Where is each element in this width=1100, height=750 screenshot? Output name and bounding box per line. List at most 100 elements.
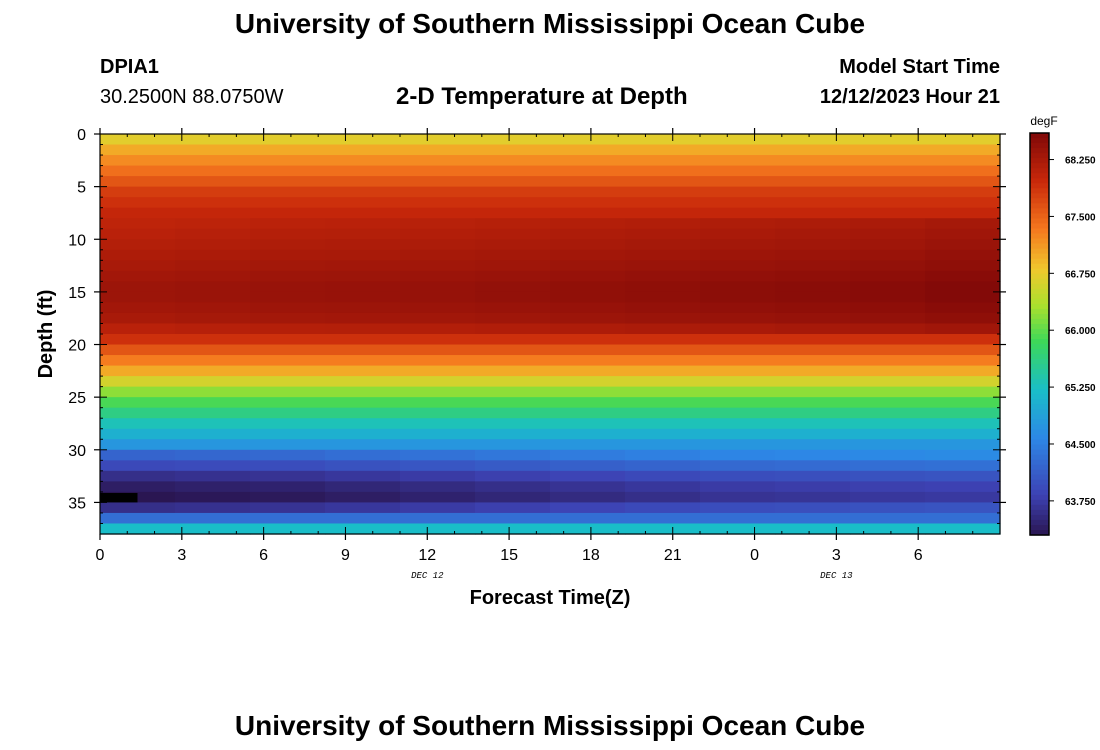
heatmap-cell xyxy=(325,418,401,430)
heatmap-cell xyxy=(325,144,401,156)
heatmap-cell xyxy=(100,207,176,219)
heatmap-cell xyxy=(400,228,476,240)
heatmap-cell xyxy=(325,165,401,177)
heatmap-cell xyxy=(625,176,701,188)
heatmap-cell xyxy=(850,186,926,198)
heatmap-cell xyxy=(325,239,401,251)
heatmap-cell xyxy=(925,249,1001,261)
y-tick-label: 20 xyxy=(68,338,86,355)
heatmap-cell xyxy=(400,376,476,388)
heatmap-cell xyxy=(325,197,401,209)
heatmap-cell xyxy=(100,144,176,156)
heatmap-cell xyxy=(475,407,551,419)
colorbar-segment xyxy=(1030,193,1049,199)
heatmap-cell xyxy=(100,165,176,177)
heatmap-cell xyxy=(250,207,326,219)
heatmap-cell xyxy=(325,270,401,282)
x-tick-label: 6 xyxy=(259,547,268,564)
colorbar-tick-label: 66.750 xyxy=(1065,269,1096,280)
heatmap-cell xyxy=(475,312,551,325)
heatmap-cell xyxy=(550,312,626,325)
heatmap-cell xyxy=(850,323,926,335)
heatmap-cell xyxy=(625,144,701,156)
heatmap-cell xyxy=(550,134,626,146)
heatmap-cell xyxy=(625,460,701,472)
heatmap-cell xyxy=(325,312,401,325)
heatmap-cell xyxy=(400,144,476,156)
heatmap-cell xyxy=(550,249,626,261)
heatmap-cell xyxy=(100,428,176,440)
heatmap-cell xyxy=(325,439,401,451)
heatmap-cell xyxy=(700,344,776,356)
heatmap-cell xyxy=(400,312,476,325)
heatmap-cell xyxy=(100,186,176,198)
heatmap-cell xyxy=(400,449,476,461)
colorbar-tick-label: 64.500 xyxy=(1065,440,1096,451)
heatmap-cell xyxy=(250,218,326,230)
heatmap-cell xyxy=(925,228,1001,240)
heatmap-cell xyxy=(100,523,176,535)
heatmap-cell xyxy=(175,428,251,440)
heatmap-cell xyxy=(925,186,1001,198)
station-id: DPIA1 xyxy=(100,56,159,78)
x-tick-label: 0 xyxy=(96,547,105,564)
heatmap-cell xyxy=(100,365,176,377)
heatmap-cell xyxy=(925,418,1001,430)
heatmap-cell xyxy=(475,481,551,493)
heatmap-cell xyxy=(925,239,1001,251)
colorbar-segment xyxy=(1030,354,1049,360)
colorbar-segment xyxy=(1030,283,1049,290)
heatmap-cell xyxy=(175,186,251,198)
heatmap-cell xyxy=(850,260,926,272)
heatmap-cell xyxy=(700,155,776,167)
heatmap-cell xyxy=(400,197,476,209)
heatmap-cell xyxy=(625,270,701,282)
heatmap-cell xyxy=(850,365,926,377)
heatmap-cell xyxy=(925,155,1001,167)
heatmap-cell xyxy=(325,249,401,261)
heatmap-cell xyxy=(625,481,701,493)
heatmap-cell xyxy=(325,481,401,493)
heatmap-cell xyxy=(475,355,551,367)
heatmap-cell xyxy=(775,186,851,198)
colorbar-segment xyxy=(1030,238,1049,245)
model-start-label: Model Start Time xyxy=(839,56,1000,78)
heatmap-cell xyxy=(100,512,176,525)
heatmap-cell xyxy=(475,460,551,472)
heatmap-cell xyxy=(250,523,326,535)
heatmap-cells xyxy=(100,134,1001,535)
heatmap-cell xyxy=(625,239,701,251)
colorbar-segment xyxy=(1030,328,1049,335)
heatmap-cell xyxy=(325,334,401,346)
heatmap-cell xyxy=(550,512,626,525)
heatmap-cell xyxy=(475,470,551,482)
heatmap-cell xyxy=(550,186,626,198)
heatmap-cell xyxy=(475,323,551,335)
heatmap-cell xyxy=(325,302,401,314)
heatmap-cell xyxy=(775,197,851,209)
heatmap-cell xyxy=(550,481,626,493)
colorbar-segment xyxy=(1030,519,1049,526)
heatmap-cell xyxy=(100,323,176,335)
heatmap-cell xyxy=(550,176,626,188)
heatmap-cell xyxy=(175,165,251,177)
heatmap-cell xyxy=(925,428,1001,440)
colorbar-segment xyxy=(1030,293,1049,300)
colorbar-segment xyxy=(1030,469,1049,476)
heatmap-cell xyxy=(700,249,776,261)
colorbar-segment xyxy=(1030,198,1049,204)
heatmap-cell xyxy=(700,365,776,377)
heatmap-cell xyxy=(175,470,251,482)
heatmap-cell xyxy=(475,270,551,282)
heatmap-cell xyxy=(775,481,851,493)
heatmap-cell xyxy=(775,144,851,156)
heatmap-cell xyxy=(925,376,1001,388)
heatmap-cell xyxy=(175,312,251,325)
heatmap-cell xyxy=(175,291,251,304)
heatmap-cell xyxy=(850,165,926,177)
heatmap-cell xyxy=(100,481,176,493)
heatmap-cell xyxy=(175,523,251,535)
colorbar-segment xyxy=(1030,178,1049,184)
colorbar-frame xyxy=(1029,132,1050,536)
colorbar-segment xyxy=(1030,268,1049,275)
